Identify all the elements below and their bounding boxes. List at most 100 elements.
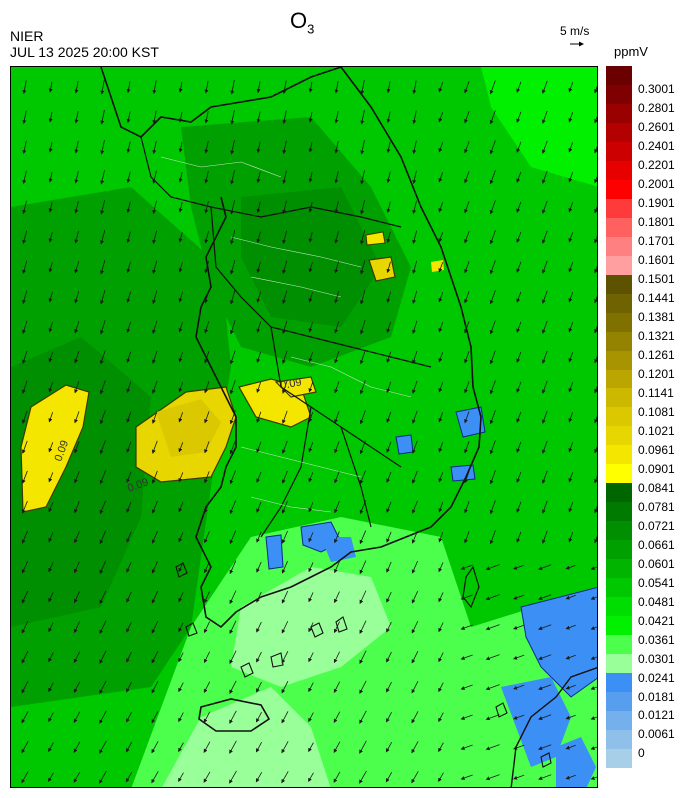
wind-vector: [386, 261, 391, 274]
wind-vector: [281, 711, 289, 724]
wind-vector: [359, 500, 367, 515]
wind-vector: [464, 111, 470, 124]
color-bar-label: 0.1381: [638, 310, 675, 325]
wind-vector: [151, 500, 158, 514]
wind-vector: [516, 231, 522, 243]
wind-vector: [360, 290, 366, 305]
wind-vector: [438, 712, 444, 723]
wind-vector: [594, 265, 597, 274]
wind-vector: [516, 261, 522, 273]
wind-vector: [464, 261, 470, 274]
wind-vector: [333, 651, 341, 664]
wind-vector: [594, 325, 597, 334]
wind-vector: [256, 321, 262, 334]
color-bar-swatch: [606, 293, 632, 313]
wind-vector: [541, 350, 548, 364]
wind-vector: [460, 684, 473, 690]
wind-vector: [386, 351, 392, 363]
wind-vector: [229, 500, 237, 515]
color-bar-label: 0.0841: [638, 480, 675, 495]
wind-vector: [334, 201, 339, 214]
wind-vector: [541, 410, 548, 424]
color-bar-swatch: [606, 255, 632, 275]
wind-vector: [281, 590, 289, 604]
wind-vector: [203, 711, 211, 724]
color-bar-label: 0.0301: [638, 651, 675, 666]
wind-vector: [412, 410, 418, 424]
wind-vector: [48, 622, 54, 633]
wind-vector: [538, 624, 552, 631]
wind-vector: [229, 650, 237, 664]
wind-vector: [230, 110, 235, 125]
wind-vector: [48, 592, 54, 603]
wind-vector: [412, 320, 418, 334]
wind-vector: [541, 170, 548, 184]
wind-vector: [151, 560, 158, 574]
wind-vector: [516, 411, 522, 423]
wind-vector: [282, 290, 288, 305]
color-bar-swatch: [606, 445, 632, 465]
contour-label: 0.09: [279, 376, 302, 392]
wind-vector: [334, 351, 340, 364]
wind-vector: [151, 440, 158, 454]
color-bar-label: 0.0241: [638, 670, 675, 685]
wind-vector: [126, 141, 131, 154]
wind-vector: [255, 772, 263, 783]
color-bar-swatch: [606, 407, 632, 427]
wind-vector: [411, 711, 419, 724]
wind-vector: [464, 411, 470, 424]
wind-vector: [152, 290, 158, 305]
wind-vector: [386, 201, 391, 214]
wind-vector: [178, 292, 183, 303]
wind-vector: [152, 110, 157, 125]
wind-vector: [386, 81, 391, 94]
wind-vector: [21, 530, 28, 544]
wind-vector: [229, 380, 236, 395]
color-bar-swatch: [606, 369, 632, 389]
wind-vector: [281, 500, 288, 514]
wind-vector: [489, 350, 496, 365]
wind-vector: [308, 142, 313, 153]
wind-vector: [152, 380, 158, 394]
wind-vector: [229, 410, 236, 425]
wind-vector: [126, 561, 132, 573]
color-bar-label: 0.1501: [638, 272, 675, 287]
wind-vector: [412, 140, 417, 155]
unit-label: ppmV: [614, 44, 648, 59]
wind-vector: [256, 501, 262, 513]
color-bar-swatch: [606, 691, 632, 711]
wind-vector: [308, 652, 314, 663]
wind-vector: [308, 532, 314, 543]
wind-vector: [48, 712, 54, 723]
wind-vector: [178, 472, 184, 483]
color-bar-swatch: [606, 103, 632, 123]
wind-vector: [100, 200, 106, 215]
timestamp: JUL 13 2025 20:00 KST: [10, 44, 159, 60]
wind-vector: [460, 744, 473, 750]
wind-vector: [334, 111, 339, 124]
wind-vector: [464, 471, 470, 484]
wind-vector: [460, 654, 473, 660]
wind-vector: [126, 111, 131, 124]
wind-vector: [126, 531, 132, 543]
wind-vector: [100, 80, 105, 95]
wind-vector: [385, 741, 393, 753]
color-bar-label: 0.0481: [638, 594, 675, 609]
wind-vector: [489, 260, 496, 275]
wind-vector: [21, 440, 28, 454]
wind-vector: [178, 202, 183, 213]
wind-vector: [73, 651, 81, 664]
wind-vector: [178, 172, 183, 183]
wind-vector: [334, 411, 340, 424]
color-bar-swatch: [606, 426, 632, 446]
color-bar-swatch: [606, 312, 632, 332]
wind-vector: [152, 260, 158, 275]
wind-vector: [568, 532, 574, 543]
wind-vector: [22, 260, 28, 275]
wind-vector: [489, 500, 496, 515]
wind-vector: [438, 82, 444, 93]
wind-vector: [126, 621, 132, 633]
color-bar-label: 0.0601: [638, 556, 675, 571]
wind-vector: [386, 531, 392, 543]
wind-vector: [256, 231, 261, 244]
